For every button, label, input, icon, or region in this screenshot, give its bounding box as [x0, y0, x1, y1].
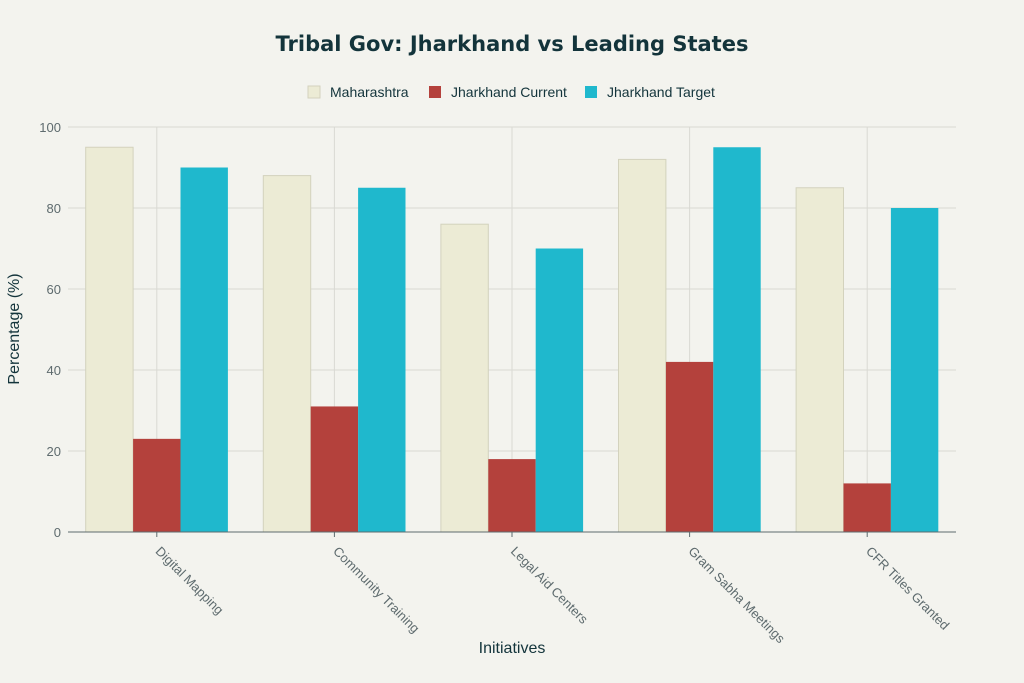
y-tick-label-80: 80: [47, 201, 61, 216]
y-tick-label-20: 20: [47, 444, 61, 459]
bar-maharashtra-digital-mapping: [85, 146, 134, 533]
legend-swatch-jharkhand-current: [429, 86, 441, 98]
bar-jharkhand-current-digital-mapping: [133, 438, 181, 532]
legend-swatch-maharashtra: [307, 85, 321, 99]
bar-maharashtra-cfr-titles-granted: [795, 187, 844, 533]
y-tick-label-100: 100: [39, 120, 61, 135]
x-axis-title: Initiatives: [479, 640, 546, 657]
x-tick-label-legal-aid-centers: Legal Aid Centers: [508, 544, 592, 628]
bar-jharkhand-target-cfr-titles-granted: [890, 208, 939, 532]
bar-jharkhand-current-community-training: [310, 406, 359, 532]
bar-jharkhand-current-cfr-titles-granted: [843, 483, 891, 532]
x-tick-label-cfr-titles-granted: CFR Titles Granted: [863, 544, 952, 633]
legend-label-jharkhand-target: Jharkhand Target: [607, 84, 715, 100]
legend-swatch-jharkhand-target: [585, 86, 597, 98]
y-tick-label-0: 0: [54, 525, 61, 540]
bar-jharkhand-current-gram-sabha-meetings: [665, 361, 714, 532]
y-axis-title: Percentage (%): [6, 273, 23, 384]
x-tick-label-community-training: Community Training: [330, 544, 422, 636]
y-tick-label-60: 60: [47, 282, 61, 297]
bar-jharkhand-target-digital-mapping: [180, 167, 228, 532]
bar-maharashtra-legal-aid-centers: [440, 223, 489, 533]
bar-jharkhand-target-community-training: [358, 187, 406, 532]
legend: Maharashtra Jharkhand Current Jharkhand Ta…: [307, 84, 715, 100]
bars: [85, 146, 939, 533]
y-tick-label-40: 40: [47, 363, 61, 378]
legend-label-maharashtra: Maharashtra: [330, 84, 409, 100]
legend-label-jharkhand-current: Jharkhand Current: [451, 84, 567, 100]
x-tick-label-gram-sabha-meetings: Gram Sabha Meetings: [685, 544, 788, 647]
bar-maharashtra-community-training: [262, 175, 312, 533]
bar-jharkhand-target-legal-aid-centers: [535, 248, 584, 532]
bar-jharkhand-current-legal-aid-centers: [488, 459, 536, 532]
bar-jharkhand-target-gram-sabha-meetings: [713, 147, 761, 532]
x-tick-label-digital-mapping: Digital Mapping: [153, 544, 227, 618]
chart-title: Tribal Gov: Jharkhand vs Leading States: [276, 32, 749, 56]
bar-maharashtra-gram-sabha-meetings: [618, 158, 667, 533]
